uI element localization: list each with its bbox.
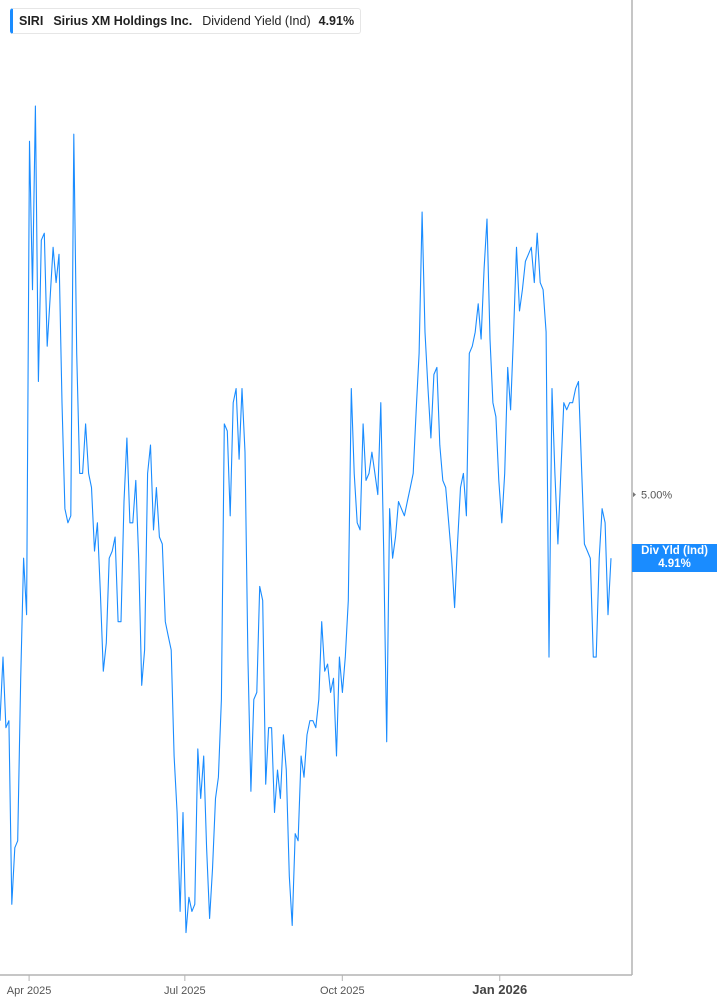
x-tick-label: Apr 2025 xyxy=(7,985,52,997)
last-value-title: Div Yld (Ind) xyxy=(641,545,708,557)
x-tick-label: Jul 2025 xyxy=(164,985,206,997)
y-tick-label: 5.00% xyxy=(641,490,672,502)
legend-company: Sirius XM Holdings Inc. xyxy=(53,14,193,28)
y-tick-mark xyxy=(633,492,636,498)
x-tick-label: Jan 2026 xyxy=(472,982,527,997)
legend-metric: Dividend Yield (Ind) xyxy=(202,14,311,28)
last-value-label: Div Yld (Ind) 4.91% xyxy=(632,544,717,572)
legend: SIRI Sirius XM Holdings Inc. Dividend Yi… xyxy=(10,8,362,34)
x-tick-label: Oct 2025 xyxy=(320,985,365,997)
last-value-value: 4.91% xyxy=(658,558,691,570)
legend-ticker: SIRI xyxy=(19,14,44,28)
series-line-dividend-yield xyxy=(0,105,612,934)
legend-value: 4.91% xyxy=(318,14,355,28)
